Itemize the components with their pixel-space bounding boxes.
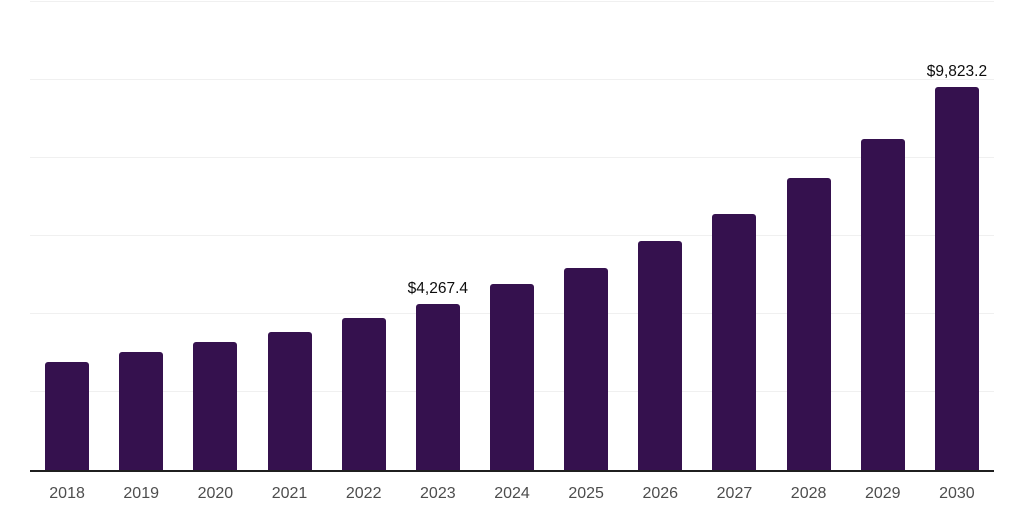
x-tick-2020: 2020: [197, 485, 234, 502]
value-label-2023: $4,267.4: [407, 280, 469, 298]
y-gridline-10000: [30, 79, 994, 80]
x-tick-2028: 2028: [790, 485, 827, 502]
bar-2026[interactable]: [638, 240, 683, 470]
x-tick-2019: 2019: [123, 485, 159, 502]
x-tick-2024: 2024: [494, 485, 530, 502]
x-axis-line: [30, 470, 994, 472]
x-tick-2026: 2026: [642, 485, 679, 502]
x-tick-2025: 2025: [568, 485, 604, 502]
bar-2019[interactable]: [119, 352, 164, 470]
x-tick-2022: 2022: [345, 485, 382, 502]
bar-2028[interactable]: [786, 177, 831, 470]
y-gridline-12000: [30, 1, 994, 2]
bar-2024[interactable]: [490, 284, 534, 470]
bar-2018[interactable]: [45, 362, 90, 470]
x-tick-2023: 2023: [420, 485, 456, 502]
bar-2029[interactable]: [860, 138, 905, 470]
bar-2030[interactable]: [934, 86, 979, 470]
value-label-2030: $9,823.2: [926, 63, 988, 81]
y-gridline-8000: [30, 157, 994, 158]
bar-2027[interactable]: [712, 213, 757, 470]
plot-area: $4,267.4 $9,823.2: [30, 1, 994, 472]
bar-2022[interactable]: [341, 318, 386, 470]
bar-2025[interactable]: [564, 267, 609, 470]
x-tick-2030: 2030: [939, 485, 975, 502]
x-tick-2018: 2018: [49, 485, 85, 502]
bar-2020[interactable]: [193, 342, 238, 470]
x-tick-2029: 2029: [864, 485, 901, 502]
bar-2023[interactable]: [415, 303, 460, 470]
x-tick-2021: 2021: [271, 485, 308, 502]
bar-2021[interactable]: [267, 331, 312, 470]
x-tick-2027: 2027: [716, 485, 753, 502]
y-gridline-6000: [30, 235, 994, 236]
